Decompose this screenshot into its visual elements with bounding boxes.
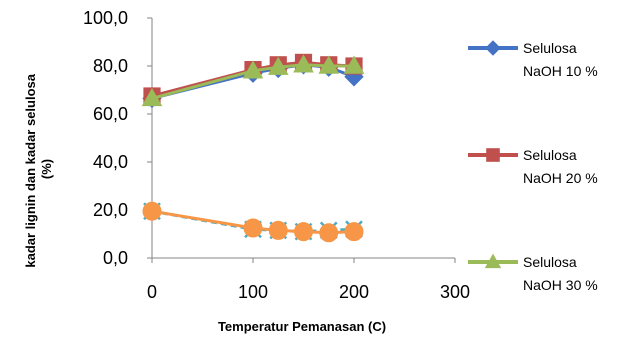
legend-label: Selulosa bbox=[523, 40, 577, 56]
x-tick-labels: 0 100 200 300 bbox=[147, 282, 470, 302]
x-axis-title: Temperatur Pemanasan (C) bbox=[218, 319, 386, 334]
data-point-circle bbox=[268, 220, 288, 240]
data-point-triangle bbox=[267, 56, 289, 75]
legend-entry: Selulosa NaOH 10 % bbox=[468, 40, 598, 79]
data-point-triangle bbox=[318, 55, 340, 74]
series-5 bbox=[142, 201, 364, 243]
legend-label: NaOH 10 % bbox=[523, 63, 598, 79]
x-tick-label: 200 bbox=[339, 282, 369, 302]
y-axis-title-line-2: (%) bbox=[39, 159, 54, 179]
legend-label: NaOH 30 % bbox=[523, 277, 598, 293]
data-point-triangle bbox=[141, 87, 163, 107]
y-axis-title-line-1: kadar lignin dan kadar selulosa bbox=[23, 73, 38, 267]
data-point-triangle bbox=[242, 60, 264, 79]
y-tick-label: 0,0 bbox=[103, 248, 128, 268]
x-axis-tick-marks bbox=[151, 258, 456, 263]
y-axis-title: kadar lignin dan kadar selulosa (%) bbox=[23, 70, 54, 267]
legend-entry: Selulosa NaOH 30 % bbox=[468, 253, 598, 293]
legend-label: NaOH 20 % bbox=[523, 170, 598, 186]
x-tick-label: 100 bbox=[238, 282, 268, 302]
data-point-triangle bbox=[484, 253, 502, 269]
y-tick-label: 40,0 bbox=[93, 152, 128, 172]
y-tick-label: 20,0 bbox=[93, 200, 128, 220]
series-3 bbox=[141, 54, 365, 107]
plot-series bbox=[141, 53, 365, 243]
legend-label: Selulosa bbox=[523, 254, 577, 270]
data-point-triangle bbox=[343, 55, 365, 74]
data-point-diamond bbox=[485, 40, 501, 56]
data-point-circle bbox=[319, 223, 339, 243]
data-point-circle bbox=[243, 218, 263, 238]
legend-entry: Selulosa NaOH 20 % bbox=[468, 147, 598, 186]
y-tick-label: 80,0 bbox=[93, 56, 128, 76]
data-point-triangle bbox=[293, 54, 314, 73]
data-point-circle bbox=[142, 201, 162, 221]
x-tick-label: 300 bbox=[440, 282, 470, 302]
data-point-square bbox=[486, 148, 500, 162]
y-tick-labels: 0,0 20,0 40,0 60,0 80,0 100,0 bbox=[83, 8, 128, 268]
y-tick-label: 100,0 bbox=[83, 8, 128, 28]
data-point-circle bbox=[294, 222, 313, 242]
legend-label: Selulosa bbox=[523, 147, 577, 163]
y-axis-tick-marks bbox=[147, 17, 152, 259]
data-point-circle bbox=[344, 222, 364, 242]
y-tick-label: 60,0 bbox=[93, 104, 128, 124]
x-tick-label: 0 bbox=[147, 282, 157, 302]
